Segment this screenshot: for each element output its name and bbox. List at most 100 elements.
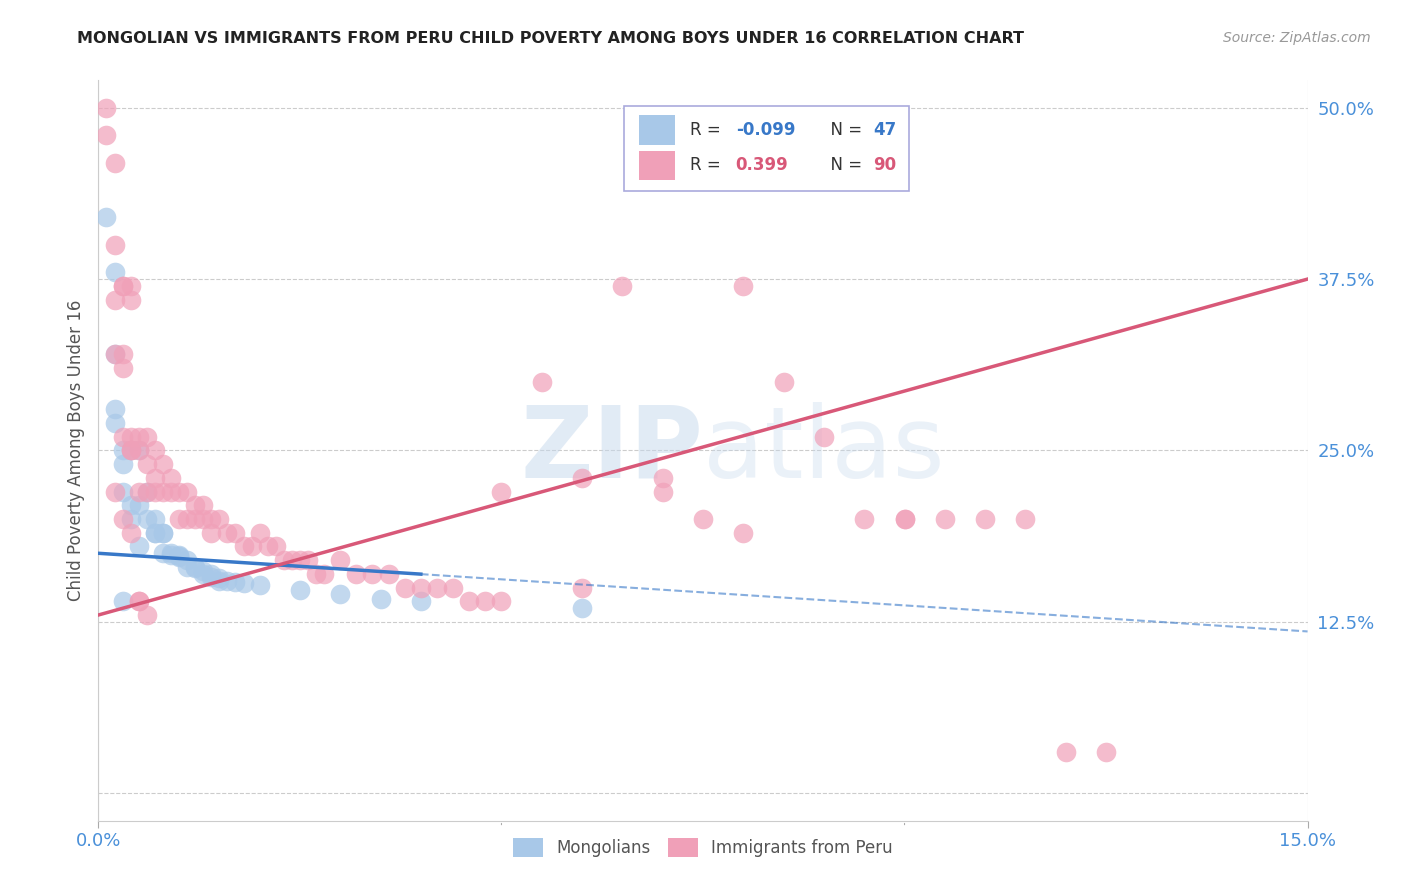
Point bbox=[135, 607, 157, 622]
Point bbox=[103, 347, 125, 361]
Point bbox=[329, 553, 352, 567]
Point bbox=[409, 581, 432, 595]
Point bbox=[167, 512, 190, 526]
Point bbox=[160, 471, 183, 485]
Point bbox=[692, 512, 714, 526]
Point bbox=[249, 525, 271, 540]
Point bbox=[160, 484, 183, 499]
Point bbox=[329, 587, 352, 601]
Point bbox=[474, 594, 496, 608]
Point bbox=[224, 575, 246, 590]
Point bbox=[571, 581, 593, 595]
Point bbox=[152, 525, 174, 540]
Point bbox=[1014, 512, 1036, 526]
Point bbox=[143, 525, 166, 540]
Point bbox=[256, 540, 278, 554]
Point bbox=[128, 594, 150, 608]
Point bbox=[120, 443, 142, 458]
Point bbox=[377, 566, 399, 581]
Point bbox=[200, 569, 222, 583]
Point bbox=[152, 546, 174, 560]
Point bbox=[143, 471, 166, 485]
Point bbox=[394, 581, 416, 595]
Point bbox=[103, 347, 125, 361]
Text: ZIP: ZIP bbox=[520, 402, 703, 499]
Point bbox=[240, 540, 263, 554]
Point bbox=[297, 553, 319, 567]
Point bbox=[1054, 745, 1077, 759]
Point bbox=[409, 594, 432, 608]
Point bbox=[813, 430, 835, 444]
Point bbox=[96, 101, 118, 115]
Point bbox=[120, 498, 142, 512]
Point bbox=[273, 553, 295, 567]
Point bbox=[200, 525, 222, 540]
Point bbox=[111, 347, 134, 361]
Point bbox=[111, 361, 134, 376]
Point bbox=[571, 471, 593, 485]
Point bbox=[128, 430, 150, 444]
Point bbox=[217, 574, 239, 588]
Point bbox=[193, 512, 215, 526]
Point bbox=[208, 574, 231, 588]
FancyBboxPatch shape bbox=[624, 106, 908, 191]
Point bbox=[176, 512, 198, 526]
Point bbox=[143, 443, 166, 458]
Text: R =: R = bbox=[690, 156, 725, 175]
Point bbox=[143, 525, 166, 540]
Point bbox=[128, 443, 150, 458]
FancyBboxPatch shape bbox=[638, 115, 675, 145]
Point bbox=[224, 525, 246, 540]
Point bbox=[281, 553, 304, 567]
Point bbox=[370, 591, 392, 606]
Point bbox=[120, 293, 142, 307]
Point bbox=[152, 525, 174, 540]
Point bbox=[184, 498, 207, 512]
Point bbox=[103, 293, 125, 307]
Point bbox=[120, 512, 142, 526]
Point bbox=[167, 549, 190, 563]
Point bbox=[232, 540, 254, 554]
Point bbox=[160, 546, 183, 560]
Point bbox=[208, 512, 231, 526]
Point bbox=[176, 484, 198, 499]
Point bbox=[176, 560, 198, 574]
Point bbox=[96, 211, 118, 225]
Point bbox=[208, 571, 231, 585]
Point bbox=[893, 512, 915, 526]
Point bbox=[193, 498, 215, 512]
Point bbox=[232, 576, 254, 591]
Point bbox=[853, 512, 876, 526]
Point bbox=[128, 443, 150, 458]
Point bbox=[733, 525, 755, 540]
Point bbox=[184, 512, 207, 526]
Point bbox=[128, 484, 150, 499]
Point bbox=[135, 512, 157, 526]
Text: N =: N = bbox=[820, 121, 868, 139]
Point bbox=[143, 512, 166, 526]
Text: R =: R = bbox=[690, 121, 725, 139]
Point bbox=[135, 484, 157, 499]
Point bbox=[361, 566, 384, 581]
Point bbox=[135, 457, 157, 471]
Point bbox=[571, 601, 593, 615]
Text: 47: 47 bbox=[873, 121, 897, 139]
Point bbox=[111, 279, 134, 293]
FancyBboxPatch shape bbox=[638, 151, 675, 180]
Point bbox=[934, 512, 956, 526]
Point bbox=[128, 594, 150, 608]
Point bbox=[120, 525, 142, 540]
Text: atlas: atlas bbox=[703, 402, 945, 499]
Point bbox=[120, 443, 142, 458]
Point bbox=[491, 484, 513, 499]
Point bbox=[200, 512, 222, 526]
Point bbox=[491, 594, 513, 608]
Point bbox=[184, 560, 207, 574]
Point bbox=[103, 265, 125, 279]
Text: 0.399: 0.399 bbox=[735, 156, 789, 175]
Text: MONGOLIAN VS IMMIGRANTS FROM PERU CHILD POVERTY AMONG BOYS UNDER 16 CORRELATION : MONGOLIAN VS IMMIGRANTS FROM PERU CHILD … bbox=[77, 31, 1025, 46]
Point bbox=[974, 512, 997, 526]
Point bbox=[426, 581, 449, 595]
Point bbox=[1095, 745, 1118, 759]
Point bbox=[128, 498, 150, 512]
